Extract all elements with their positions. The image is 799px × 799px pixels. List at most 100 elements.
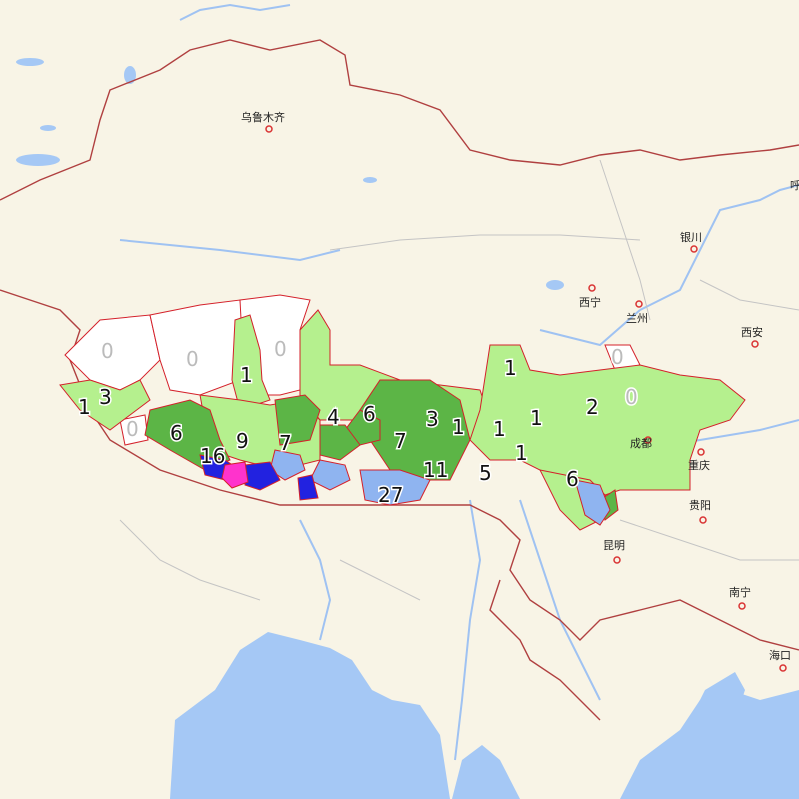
region-count-label: 5 <box>479 461 492 485</box>
region-yunnan-blue[interactable] <box>574 479 611 526</box>
city-marker-icon <box>635 300 643 308</box>
region-count-label: 1 <box>78 395 91 419</box>
tarim-river <box>119 239 341 262</box>
region-count-label: 7 <box>394 429 407 453</box>
region-shigatse[interactable] <box>274 394 321 446</box>
region-count-label: 3 <box>99 385 112 409</box>
irrawaddy-river <box>454 499 482 761</box>
lake-small-1 <box>124 66 136 84</box>
region-count-label: 1 <box>452 415 465 439</box>
region-ngari-south[interactable] <box>144 399 231 471</box>
city-lanzhou[interactable]: 兰州 <box>626 300 648 325</box>
region-count-label: 3 <box>426 407 439 431</box>
admin-line-2 <box>599 159 651 321</box>
south-china-sea <box>620 690 799 799</box>
region-lhokha[interactable] <box>359 469 431 506</box>
city-guiyang[interactable]: 贵阳 <box>689 499 711 524</box>
city-chengdu[interactable]: 成都 <box>630 436 652 450</box>
china-southwest-border <box>0 289 799 651</box>
city-kunming[interactable]: 昆明 <box>603 539 625 564</box>
city-marker-icon <box>690 245 698 253</box>
region-count-label: 1 <box>515 441 528 465</box>
gulf-of-martaban <box>452 745 520 799</box>
lake-issyk-kul <box>16 154 60 166</box>
china-northwest-border <box>0 39 799 201</box>
city-label: 贵阳 <box>689 499 711 512</box>
lake-bosten <box>363 177 377 183</box>
region-count-label: 1 <box>493 417 506 441</box>
admin-line-5 <box>119 519 261 601</box>
region-count-label: 9 <box>236 429 249 453</box>
region-count-label: 6 <box>566 467 579 491</box>
region-count-label: 1 <box>493 417 506 441</box>
region-count-label: 1 <box>530 406 543 430</box>
city-layer: 乌鲁木齐 西宁 兰州 银川 西安 成都 重庆 贵阳 <box>241 110 799 672</box>
city-hohhot-partial[interactable]: 呼 <box>790 179 799 192</box>
city-label: 西安 <box>741 325 763 339</box>
bay-of-bengal <box>170 632 450 799</box>
city-chongqing[interactable]: 重庆 <box>688 448 710 472</box>
city-marker-icon <box>265 125 273 133</box>
city-haikou[interactable]: 海口 <box>769 648 791 672</box>
yellow-river <box>639 184 799 311</box>
region-count-label: 1 <box>504 356 517 380</box>
city-label: 乌鲁木齐 <box>241 110 285 124</box>
city-marker-icon <box>613 556 621 564</box>
river-layer <box>119 3 799 761</box>
region-peak-magenta[interactable] <box>221 461 249 489</box>
city-label: 银川 <box>680 230 702 244</box>
city-marker-icon <box>697 448 705 456</box>
region-count-label: 0 <box>611 345 624 369</box>
city-xining[interactable]: 西宁 <box>579 284 601 309</box>
city-urumqi[interactable]: 乌鲁木齐 <box>241 110 285 133</box>
city-marker-icon <box>779 664 787 672</box>
gulf-of-tonkin <box>690 672 745 720</box>
region-central-north[interactable] <box>231 314 271 411</box>
region-count-label: 0 <box>101 339 114 363</box>
mekong-river <box>519 499 601 701</box>
brahmaputra-river <box>299 519 332 641</box>
city-yinchuan[interactable]: 银川 <box>680 230 702 253</box>
lake-balkhash <box>16 58 44 66</box>
region-small-zero[interactable] <box>119 414 149 446</box>
city-label: 呼 <box>790 179 799 192</box>
region-count-label: 0 <box>186 347 199 371</box>
region-sichuan-west[interactable] <box>469 344 746 501</box>
city-marker-icon <box>751 340 759 348</box>
upper-yellow-river <box>539 309 641 347</box>
region-deep-blue-east[interactable] <box>297 474 319 501</box>
region-count-label: 11 <box>423 458 448 482</box>
region-ladakh[interactable] <box>59 379 151 431</box>
city-xian[interactable]: 西安 <box>741 325 763 348</box>
myanmar-border <box>489 579 601 721</box>
city-marker-icon <box>644 436 652 444</box>
region-count-label: 0 <box>625 385 638 409</box>
lake-qinghai <box>546 280 564 290</box>
region-layer <box>59 294 746 531</box>
admin-line-1 <box>329 234 641 251</box>
region-count-label: 27 <box>378 483 403 507</box>
city-label: 昆明 <box>603 539 625 552</box>
region-count-label: 6 <box>170 421 183 445</box>
admin-line-3 <box>699 279 799 311</box>
admin-line-4 <box>619 519 799 561</box>
city-label: 南宁 <box>729 585 751 599</box>
water-layer <box>16 58 799 799</box>
city-label: 重庆 <box>688 458 710 472</box>
region-count-label: 6 <box>363 402 376 426</box>
city-marker-icon <box>699 516 707 524</box>
city-label: 兰州 <box>626 312 648 325</box>
region-lhasa-mid[interactable] <box>319 424 361 461</box>
city-marker-icon <box>588 284 596 292</box>
city-label: 西宁 <box>579 295 601 309</box>
region-count-label: 0 <box>274 337 287 361</box>
city-nanning[interactable]: 南宁 <box>729 585 751 610</box>
northern-river <box>179 3 291 21</box>
border-layer <box>0 39 799 721</box>
city-marker-icon <box>738 602 746 610</box>
region-count-label: 0 <box>126 417 139 441</box>
region-count-label: 1 <box>240 363 253 387</box>
city-label: 海口 <box>769 648 791 662</box>
count-layer: 0 0 0 0 0 0 1 3 1 6 9 7 16 4 6 7 3 1 11 … <box>77 336 640 509</box>
